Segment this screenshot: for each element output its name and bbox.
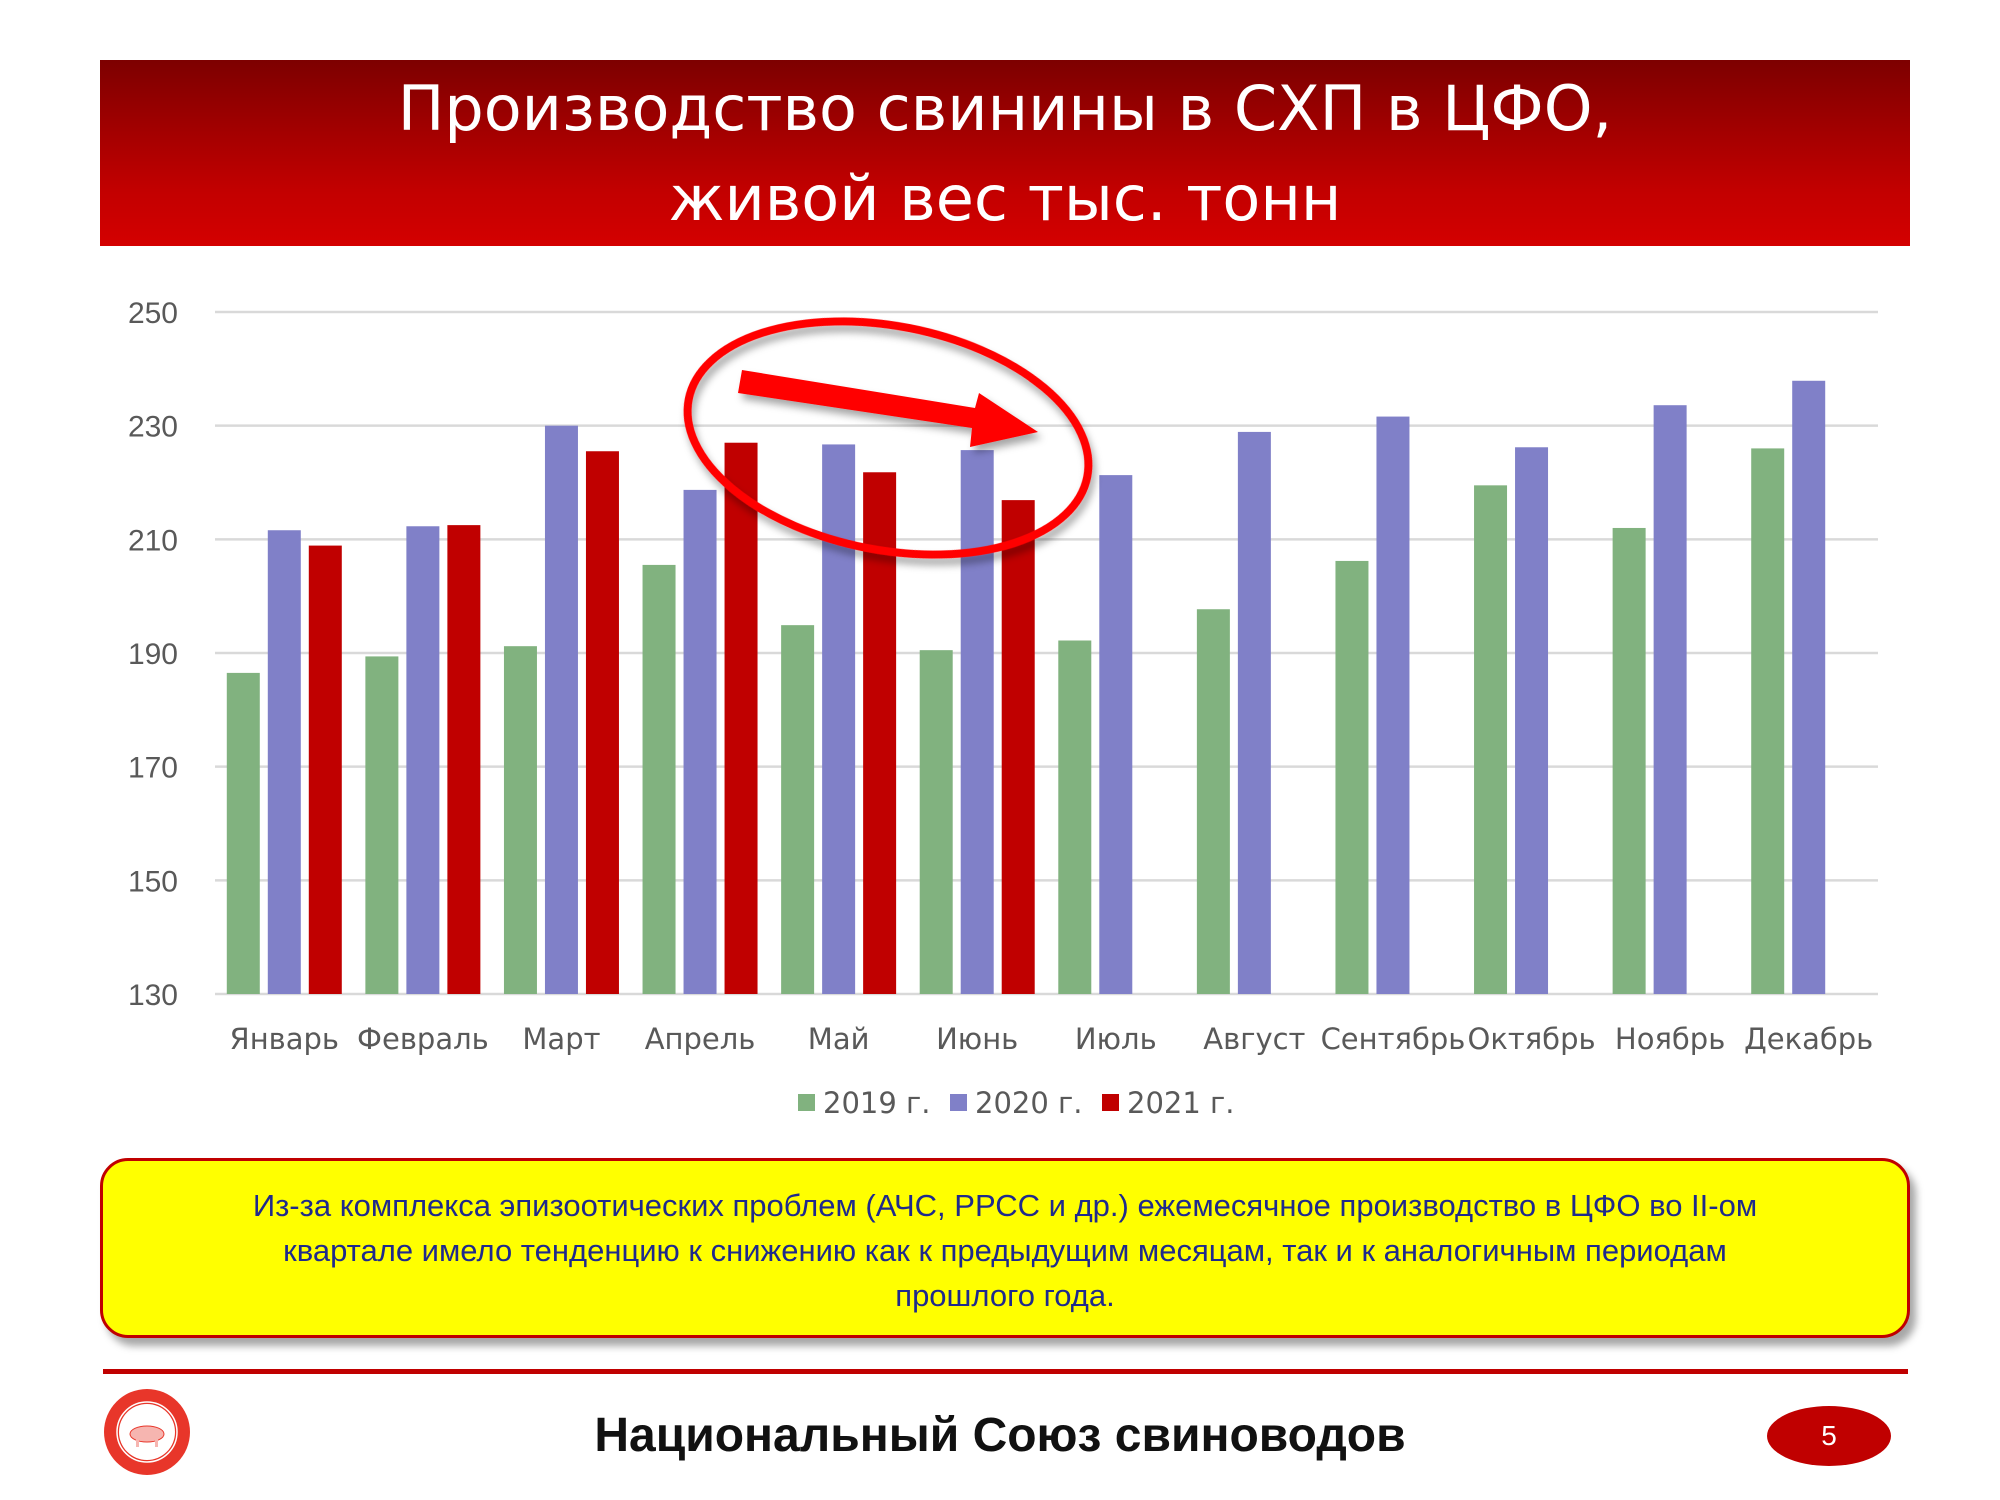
bar-2019г-0 [226,672,260,994]
x-tick-label: Декабрь [1744,1022,1873,1056]
bar-2019г-3 [642,564,676,994]
bar-2020г-3 [683,489,717,994]
legend-swatch [1102,1094,1119,1111]
y-tick-label: 170 [128,752,178,785]
x-tick-label: Апрель [645,1022,756,1056]
legend-swatch [950,1094,967,1111]
legend-label: 2020 г. [975,1086,1082,1120]
y-tick-label: 210 [128,524,178,557]
legend-swatch [798,1094,815,1111]
union-logo [104,1389,190,1475]
note-line-1: Из-за комплекса эпизоотических проблем (… [252,1188,1758,1223]
bar-2020г-11 [1792,380,1826,995]
bar-2021г-1 [447,525,481,994]
y-tick-label: 130 [128,979,178,1012]
legend-label: 2021 г. [1127,1086,1234,1120]
bar-2020г-0 [267,530,301,994]
note-callout: Из-за комплекса эпизоотических проблем (… [100,1158,1910,1338]
title-line-2: живой вес тыс. тонн [668,162,1342,235]
x-tick-label: Февраль [357,1022,489,1056]
bar-2020г-1 [406,526,440,994]
title-line-1: Производство свинины в СХП в ЦФО, [397,72,1613,145]
bar-2019г-7 [1196,609,1230,994]
x-tick-label: Январь [230,1022,339,1056]
x-tick-label: Март [522,1022,600,1056]
bar-2020г-5 [960,450,994,995]
footer-divider [103,1369,1908,1374]
note-line-2: квартале имело тенденцию к снижению как … [283,1233,1727,1268]
bar-2019г-9 [1474,485,1508,994]
bar-2019г-5 [919,650,953,994]
bar-2019г-10 [1612,527,1646,994]
downward-arrow-icon [738,370,1038,447]
organization-name: Национальный Союз свиноводов [594,1409,1406,1462]
trend-annotation [683,317,1093,559]
y-tick-label: 230 [128,411,178,444]
bar-2019г-11 [1751,448,1785,994]
x-tick-label: Июль [1075,1022,1157,1056]
bar-2021г-5 [1001,500,1035,994]
highlight-ellipse [683,317,1093,559]
bar-2020г-2 [544,425,578,995]
x-tick-label: Июнь [936,1022,1018,1056]
legend-label: 2019 г. [823,1086,930,1120]
bar-2020г-4 [822,444,856,995]
bar-2020г-8 [1376,416,1410,994]
y-tick-label: 190 [128,638,178,671]
x-tick-label: Май [808,1022,870,1056]
bar-2021г-4 [863,472,897,994]
x-tick-label: Ноябрь [1615,1022,1725,1056]
y-tick-label: 150 [128,865,178,898]
page-number-badge: 5 [1767,1406,1891,1466]
bar-2019г-2 [503,646,537,994]
bar-2021г-0 [308,545,342,994]
x-tick-label: Сентябрь [1321,1022,1466,1056]
x-tick-label: Октябрь [1468,1022,1596,1056]
bar-2020г-7 [1237,431,1271,994]
bar-2020г-10 [1653,405,1687,994]
note-line-3: прошлого года. [895,1278,1115,1313]
bar-2019г-8 [1335,560,1369,994]
bar-2019г-4 [781,625,815,994]
y-tick-label: 250 [128,297,178,330]
slide-title: Производство свинины в СХП в ЦФО, живой … [100,60,1910,246]
bar-2021г-2 [585,451,619,994]
bar-2019г-1 [365,656,399,994]
bar-2020г-6 [1099,475,1133,994]
bar-2021г-3 [724,442,758,994]
x-tick-label: Август [1203,1022,1305,1056]
bar-2020г-9 [1515,447,1549,995]
bar-2019г-6 [1058,640,1092,994]
